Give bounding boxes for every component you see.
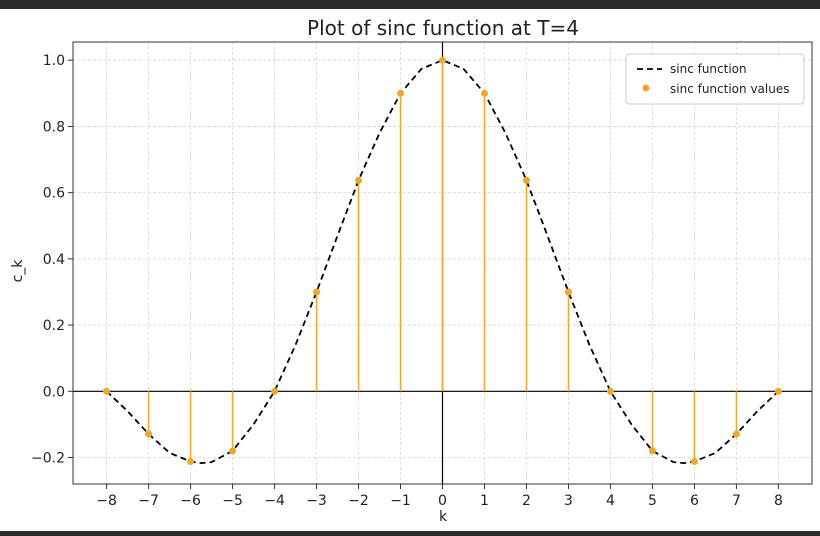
stem-marker (313, 288, 321, 296)
x-tick-label: −3 (306, 493, 327, 509)
y-axis-label: c_k (10, 259, 26, 283)
stem-marker (480, 89, 488, 97)
y-tick-label: −0.2 (31, 451, 65, 467)
chart-title: Plot of sinc function at T=4 (307, 16, 579, 40)
stem-marker (439, 56, 446, 64)
stem-marker (522, 176, 530, 184)
stem-marker (774, 387, 782, 395)
x-tick-label: 0 (438, 493, 447, 509)
y-tick-label: 0.4 (43, 252, 65, 268)
y-tick-label: 0.0 (43, 384, 65, 400)
legend: sinc function sinc function values (625, 53, 805, 105)
x-tick-label: −6 (180, 493, 201, 509)
stem-marker (271, 387, 279, 395)
stem-marker (103, 387, 111, 395)
x-tick-label: −7 (138, 493, 159, 509)
stem-marker (397, 89, 405, 97)
legend-label-sinc-values: sinc function values (670, 82, 789, 96)
y-tick-label: 0.6 (43, 186, 65, 202)
x-tick-label: −8 (96, 493, 117, 509)
x-tick-label: 4 (606, 493, 615, 509)
stem-marker (564, 288, 572, 296)
bottom-border (0, 531, 820, 536)
sinc-chart: Plot of sinc function at T=4 k c_k −8 −7−… (10, 16, 813, 525)
stem-marker (229, 447, 237, 455)
y-tick-label: 0.2 (43, 318, 65, 334)
legend-label-sinc-function: sinc function (670, 62, 747, 76)
x-tick-label: 8 (774, 493, 783, 509)
legend-box (625, 53, 805, 105)
stem-marker (732, 430, 740, 438)
stem-marker (606, 387, 614, 395)
x-tick-label: 7 (732, 493, 741, 509)
stem-marker (145, 430, 153, 438)
y-tick-label: 0.8 (43, 119, 65, 135)
x-axis-label: k (439, 509, 448, 525)
x-tick-label: −2 (348, 493, 369, 509)
markers (103, 56, 782, 465)
x-tick-label: 2 (522, 493, 531, 509)
x-tick-label: 1 (480, 493, 489, 509)
stem-marker (690, 457, 698, 465)
x-tick-label: 6 (690, 493, 699, 509)
stem-marker (648, 447, 656, 455)
stems (147, 60, 738, 462)
x-tick-label: 3 (564, 493, 573, 509)
ticks: −8 −7 −6 −5 −4 −3 −2 −1 0 1 2 3 4 5 6 7 8 −0.2 0.0 0.2 0.4 0.… (31, 53, 783, 509)
stem-marker (187, 457, 195, 465)
y-tick-label: 1.0 (43, 53, 65, 69)
x-tick-label: −5 (222, 493, 243, 509)
top-border (0, 0, 820, 9)
x-tick-label: −4 (264, 493, 285, 509)
legend-marker-swatch (642, 84, 650, 92)
x-tick-label: −1 (390, 493, 411, 509)
stem-marker (355, 176, 363, 184)
x-tick-label: 5 (648, 493, 657, 509)
